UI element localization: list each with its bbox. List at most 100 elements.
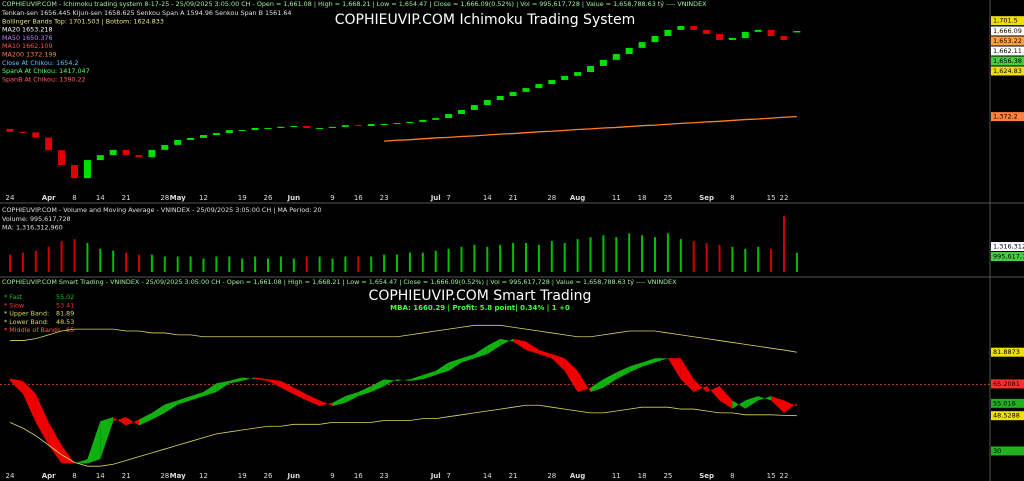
candle (754, 29, 762, 32)
signal-fill (293, 387, 307, 401)
x-tick-label: 28 (547, 194, 556, 202)
signal-fill (190, 391, 204, 401)
legend-entry: Close At Chikou: 1654.2 (2, 59, 79, 67)
x-tick-label: 14 (483, 194, 492, 202)
chart-title: COPHIEUVIP.COM Ichimoku Trading System (335, 12, 636, 28)
volume-bar (757, 246, 760, 272)
volume-bar (421, 252, 424, 272)
signal-fill (448, 358, 462, 371)
candle (71, 165, 78, 179)
volume-bar (254, 256, 257, 272)
signal-fill (667, 358, 681, 380)
candle (483, 100, 491, 106)
price-tag (991, 26, 1024, 36)
candle (741, 31, 749, 39)
x-tick-label: 8 (730, 472, 734, 480)
x-tick-label: 16 (354, 194, 363, 202)
signal-fill (35, 393, 49, 446)
x-tick-label: 8 (72, 472, 76, 480)
signal-fill (435, 362, 449, 376)
signal-fill (693, 379, 707, 392)
x-tick-label: Aug (570, 472, 585, 480)
price-tag (991, 347, 1024, 357)
candle (212, 132, 220, 136)
x-tick-label: 19 (238, 472, 247, 480)
volume-bar (163, 256, 166, 272)
signal-fill (74, 459, 88, 464)
candle (367, 123, 375, 126)
legend-entry: SpanB At Chikou: 1390.22 (2, 75, 86, 83)
volume-bar (512, 243, 515, 272)
volume-bar (318, 256, 321, 272)
volume-bar (112, 250, 115, 272)
x-tick-label: 28 (160, 194, 169, 202)
signal-fill (538, 349, 552, 359)
candle (264, 128, 272, 130)
price-tag (991, 16, 1024, 26)
x-tick-label: 21 (509, 472, 518, 480)
price-tag-label: 1,701.5 (993, 17, 1018, 25)
price-tag (991, 252, 1024, 262)
signal-fill (319, 400, 333, 407)
price-tag-label: 30 (993, 447, 1001, 455)
x-tick-label: Sep (699, 472, 714, 480)
x-tick-label: Aug (570, 194, 585, 202)
candle (561, 75, 569, 80)
volume-bar (241, 258, 244, 272)
signal-fill (87, 421, 101, 464)
signal-fill (126, 417, 139, 426)
legend-entry: MA10 1662.109 (2, 42, 53, 50)
volume-bar (86, 243, 89, 272)
legend-value: 55.02 (56, 293, 74, 301)
lower-band (9, 404, 797, 467)
legend-value: 53.41 (56, 301, 74, 309)
signal-fill (590, 379, 604, 392)
x-tick-label: 21 (509, 194, 518, 202)
candle (599, 59, 607, 66)
signal-fill (100, 417, 114, 460)
signal-fill (229, 377, 243, 384)
x-tick-label: 25 (663, 194, 672, 202)
signal-fill (706, 386, 720, 401)
signal-fill (371, 379, 385, 392)
price-tag (991, 36, 1024, 46)
candle (458, 109, 465, 115)
candle (496, 95, 504, 101)
x-tick-label: 12 (199, 472, 208, 480)
signal-fill (61, 445, 75, 464)
volume-bar (783, 215, 785, 272)
legend-entry: Bollinger Bands Top: 1701.503 | Bottom: … (2, 17, 164, 25)
signal-fill (758, 396, 772, 401)
price-tag-label: 1,653.22 (993, 37, 1022, 45)
signal-fill (461, 354, 475, 363)
legend-entry: * Upper Band: (4, 310, 49, 318)
candle (780, 35, 788, 41)
signal-fill (332, 396, 346, 407)
candle (522, 88, 530, 92)
candle (200, 135, 207, 138)
candle (445, 114, 453, 119)
volume-bar (447, 248, 450, 272)
candle (341, 125, 349, 127)
candle (32, 132, 40, 138)
signal-fill (164, 400, 178, 413)
candle (664, 29, 672, 36)
volume-bar (292, 258, 295, 272)
signal-fill (784, 400, 797, 413)
x-tick-label: Jun (287, 194, 301, 202)
legend-entry: Tenkan-sen 1656.445 Kijun-sen 1658.625 S… (1, 9, 291, 17)
price-tag-label: 1,316,312,960 (993, 243, 1024, 251)
signal-fill (255, 377, 268, 381)
x-tick-label: 14 (96, 472, 105, 480)
signal-fill (22, 380, 36, 423)
volume-bar (138, 254, 140, 272)
candle (638, 42, 646, 48)
x-tick-label: May (170, 472, 186, 480)
volume-bar (654, 237, 656, 272)
x-tick-label: 24 (6, 194, 15, 202)
signal-fill (513, 338, 526, 350)
volume-bar (499, 244, 502, 272)
volume-bar (305, 256, 308, 272)
